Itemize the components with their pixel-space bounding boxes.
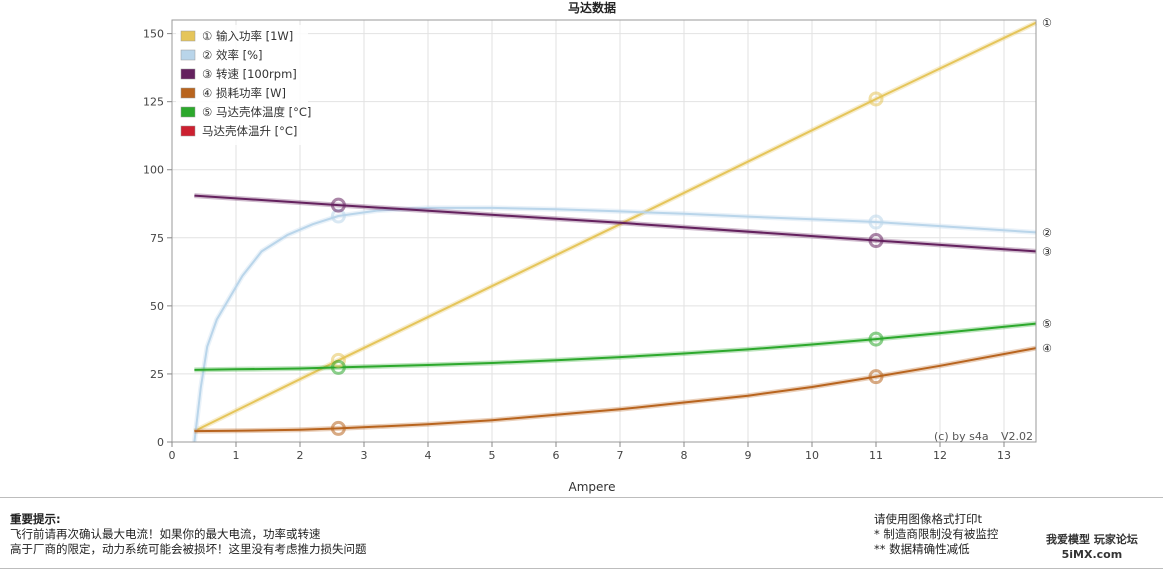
series-marker-4 [868, 369, 884, 385]
version-text: V2.02 [1001, 430, 1033, 443]
x-tick-label: 4 [425, 449, 432, 462]
series-marker-3 [868, 233, 884, 249]
legend-swatch-3 [180, 68, 196, 80]
x-tick-label: 10 [805, 449, 819, 462]
notice-line-2: 高于厂商的限定，动力系统可能会被损坏！这里没有考虑推力损失问题 [10, 542, 367, 556]
x-tick-label: 13 [997, 449, 1011, 462]
x-tick-label: 0 [169, 449, 176, 462]
x-tick-label: 9 [745, 449, 752, 462]
legend-label-3: ③ 转速 [100rpm] [202, 67, 297, 81]
watermark-line-1: 我爱模型 玩家论坛 [1046, 533, 1138, 546]
notice-line-1: 飞行前请再次确认最大电流！如果你的最大电流，功率或转速 [10, 527, 321, 541]
data-markers [330, 91, 884, 436]
y-tick-label: 75 [150, 232, 164, 245]
y-tick-label: 50 [150, 300, 164, 313]
footnote-1: * 制造商限制没有被监控 [874, 527, 999, 541]
x-tick-label: 2 [297, 449, 304, 462]
series-end-label-2: ② [1042, 226, 1052, 239]
series-marker-5 [330, 359, 346, 375]
x-tick-label: 12 [933, 449, 947, 462]
watermark-line-2: 5iMX.com [1061, 548, 1123, 561]
legend-swatch-5 [180, 106, 196, 118]
legend-swatch-1 [180, 30, 196, 42]
x-axis-label: Ampere [569, 480, 616, 494]
legend-box [176, 25, 308, 145]
footer-notes: 重要提示: 飞行前请再次确认最大电流！如果你的最大电流，功率或转速 高于厂商的限… [0, 497, 1163, 569]
x-tick-label: 7 [617, 449, 624, 462]
watermark-logo: 我爱模型 玩家论坛 5iMX.com [1046, 532, 1138, 562]
y-tick-label: 0 [157, 436, 164, 449]
y-tick-label: 25 [150, 368, 164, 381]
legend-label-5: ⑤ 马达壳体温度 [°C] [202, 105, 311, 119]
x-tick-label: 11 [869, 449, 883, 462]
footnote-2: ** 数据精确性减低 [874, 542, 970, 556]
important-notice: 重要提示: 飞行前请再次确认最大电流！如果你的最大电流，功率或转速 高于厂商的限… [10, 512, 367, 557]
y-tick-label: 125 [143, 96, 164, 109]
series-marker-1 [330, 352, 346, 368]
print-notes: 请使用图像格式打印t * 制造商限制没有被监控 ** 数据精确性减低 [874, 512, 998, 557]
series-line-2 [193, 206, 1037, 443]
series-marker-4 [330, 420, 346, 436]
series-marker-3 [330, 197, 346, 213]
series-end-label-4: ④ [1042, 342, 1052, 355]
legend-label-2: ② 效率 [%] [202, 48, 263, 62]
credit-text: (c) by s4a [934, 430, 989, 443]
series-marker-1 [868, 91, 884, 107]
legend-label-1: ① 输入功率 [1W] [202, 29, 293, 43]
series-line-1 [193, 21, 1037, 432]
print-hint: 请使用图像格式打印t [874, 512, 983, 526]
x-tick-label: 6 [553, 449, 560, 462]
motor-data-chart: 马达数据 0 1 2 3 4 5 6 7 8 9 10 11 12 130255075100125150①… [143, 0, 1052, 494]
series-marker-2 [868, 214, 884, 230]
x-tick-label: 3 [361, 449, 368, 462]
series-lines [191, 20, 1038, 443]
x-tick-label: 5 [489, 449, 496, 462]
legend-swatch-4 [180, 87, 196, 99]
legend-swatch-2 [180, 49, 196, 61]
series-line-4 [194, 347, 1037, 433]
series-line-3 [194, 194, 1037, 253]
series-end-label-1: ① [1042, 17, 1052, 30]
important-title: 重要提示: [10, 512, 61, 526]
series-line-5 [194, 322, 1037, 371]
chart-title: 马达数据 [568, 0, 616, 15]
plot-border [171, 19, 1037, 443]
series-end-label-3: ③ [1042, 245, 1052, 258]
legend-label-4: ④ 损耗功率 [W] [202, 86, 286, 100]
legend-swatch-6 [180, 125, 196, 137]
y-tick-label: 150 [143, 28, 164, 41]
x-tick-label: 1 [233, 449, 240, 462]
series-end-label-5: ⑤ [1042, 318, 1052, 331]
series-marker-5 [868, 331, 884, 347]
legend-label-6: 马达壳体温升 [°C] [202, 124, 297, 138]
y-tick-label: 100 [143, 164, 164, 177]
x-tick-label: 8 [681, 449, 688, 462]
legend: ① 输入功率 [1W] ② 效率 [%] ③ 转速 [100rpm] ④ 损耗功率 [… [176, 25, 311, 145]
